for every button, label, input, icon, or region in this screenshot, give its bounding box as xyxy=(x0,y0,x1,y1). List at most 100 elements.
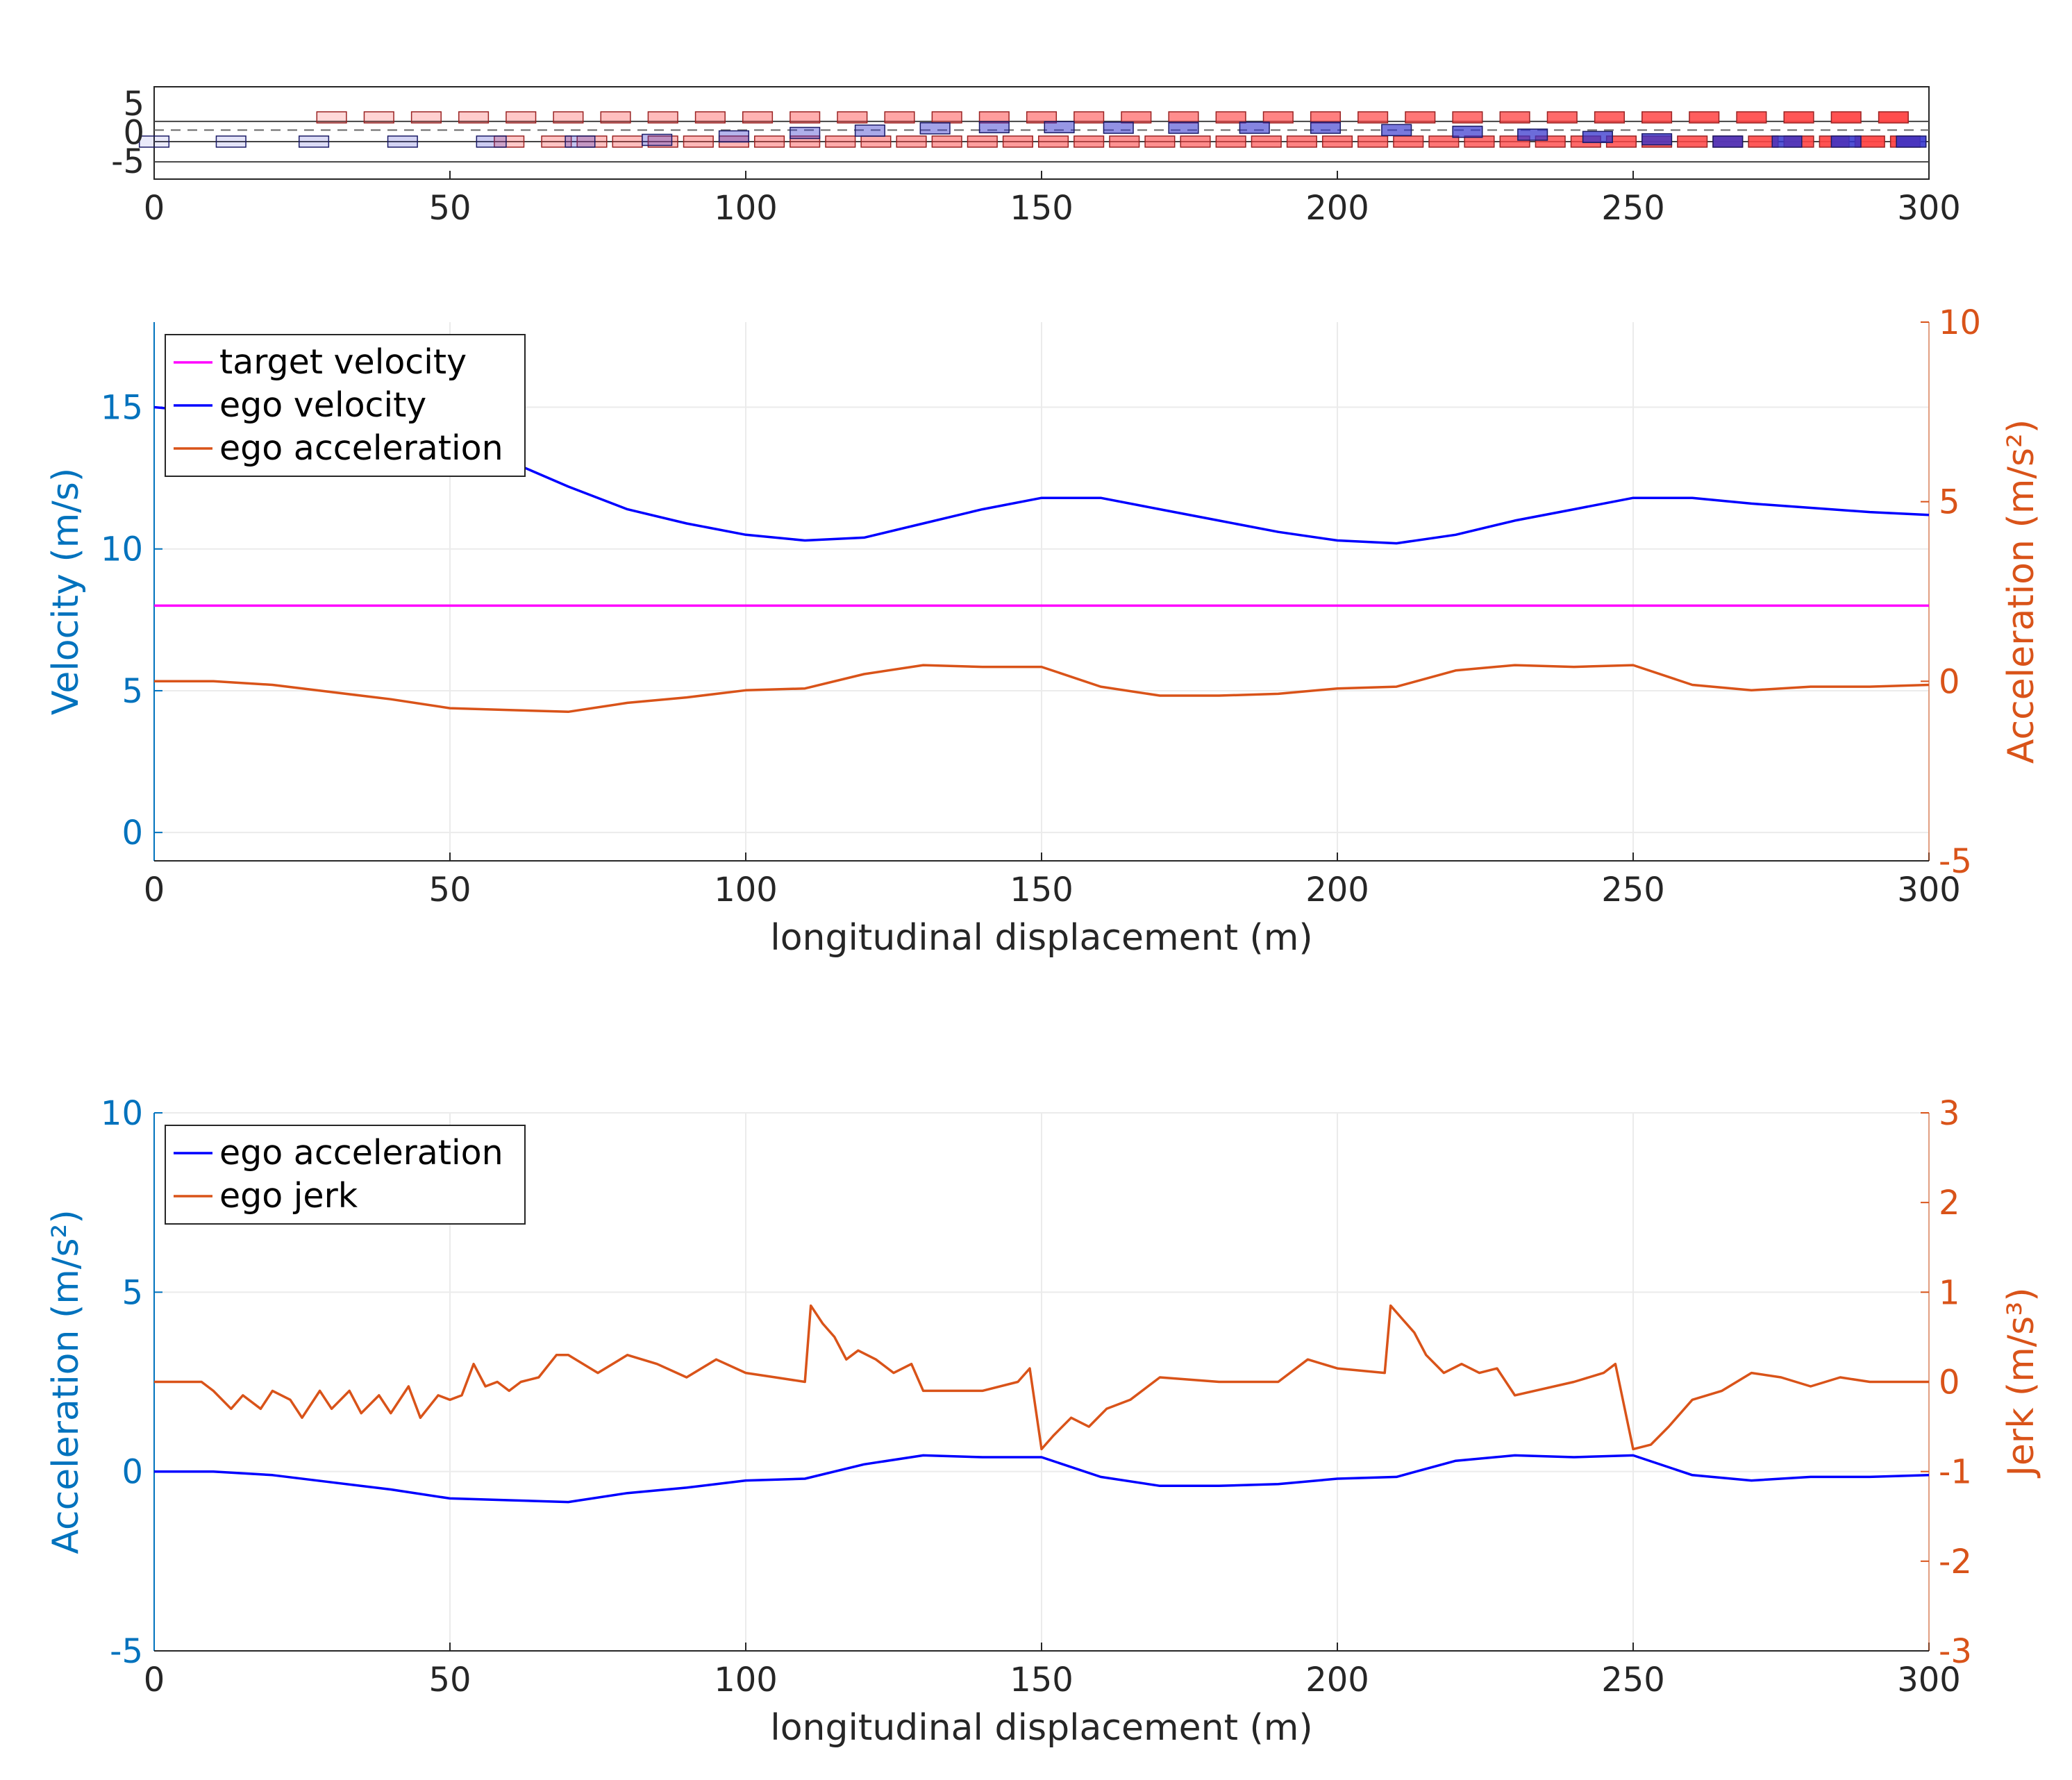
jerk-xtick-label: 50 xyxy=(428,1661,471,1699)
velocity-ytick2-label: 10 xyxy=(1939,303,1981,342)
other-vehicle xyxy=(1073,135,1105,148)
other-vehicle xyxy=(458,111,490,124)
ego-vehicle xyxy=(1452,126,1483,138)
other-vehicle xyxy=(896,135,927,148)
velocity-xlabel: longitudinal displacement (m) xyxy=(770,917,1312,959)
other-vehicle xyxy=(363,111,394,124)
jerk-xtick-label: 200 xyxy=(1305,1661,1369,1699)
other-vehicle xyxy=(1878,111,1909,124)
jerk-legend xyxy=(165,1125,526,1225)
other-vehicle xyxy=(612,135,643,148)
other-vehicle xyxy=(967,135,998,148)
other-vehicle xyxy=(600,111,631,124)
other-vehicle xyxy=(931,111,962,124)
velocity-xtick-label: 0 xyxy=(144,871,165,909)
other-vehicle xyxy=(1321,135,1353,148)
velocity-ytick2-label: 0 xyxy=(1939,662,1960,701)
other-vehicle xyxy=(789,111,821,124)
other-vehicle xyxy=(1736,111,1767,124)
other-vehicle xyxy=(1037,135,1069,148)
ego-vehicle xyxy=(1771,135,1803,148)
jerk-xtick-label: 150 xyxy=(1010,1661,1073,1699)
other-vehicle xyxy=(1215,135,1246,148)
other-vehicle xyxy=(1002,135,1033,148)
velocity-legend xyxy=(165,334,526,477)
ego-vehicle xyxy=(919,122,951,135)
velocity-ytick-label: 10 xyxy=(101,530,143,569)
jerk-xtick-label: 100 xyxy=(714,1661,778,1699)
other-vehicle xyxy=(506,111,537,124)
ego-vehicle xyxy=(642,133,673,146)
jerk-ytick2-label: 2 xyxy=(1939,1184,1960,1223)
ego-vehicle xyxy=(565,135,596,148)
jerk-ytick-label: 10 xyxy=(101,1094,143,1133)
other-vehicle xyxy=(1594,111,1625,124)
jerk-ytick2-label: 0 xyxy=(1939,1363,1960,1402)
ego-vehicle xyxy=(1168,121,1199,134)
other-vehicle xyxy=(1168,111,1199,124)
ego-vehicle xyxy=(1517,128,1548,141)
other-vehicle xyxy=(1109,135,1140,148)
jerk-xtick-label: 250 xyxy=(1601,1661,1665,1699)
other-vehicle xyxy=(884,111,915,124)
other-vehicle xyxy=(1499,111,1530,124)
other-vehicle xyxy=(1251,135,1282,148)
ego-vehicle xyxy=(1044,121,1075,133)
jerk-ytick2-label: -3 xyxy=(1939,1632,1972,1671)
jerk-legend-label: ego jerk xyxy=(219,1176,358,1216)
other-vehicle xyxy=(647,135,678,148)
other-vehicle xyxy=(1286,135,1317,148)
ego-vehicle xyxy=(1582,131,1613,144)
jerk-xlabel: longitudinal displacement (m) xyxy=(770,1707,1312,1749)
jerk-ylabel2: Jerk (m/s³) xyxy=(2000,1287,2042,1478)
scene-xtick-label: 200 xyxy=(1305,189,1369,228)
scene-xtick-label: 150 xyxy=(1010,189,1073,228)
other-vehicle xyxy=(1677,135,1708,148)
other-vehicle xyxy=(683,135,714,148)
other-vehicle xyxy=(1830,111,1862,124)
other-vehicle xyxy=(1026,111,1058,124)
jerk-ytick2-label: 3 xyxy=(1939,1094,1960,1133)
ego-vehicle xyxy=(718,130,750,143)
ego-vehicle xyxy=(138,135,170,148)
jerk-ytick-label: 0 xyxy=(122,1453,143,1492)
other-vehicle xyxy=(1262,111,1294,124)
other-vehicle xyxy=(1121,111,1152,124)
ego-vehicle xyxy=(978,121,1010,133)
other-vehicle xyxy=(860,135,892,148)
ego-vehicle xyxy=(387,135,418,148)
ego-vehicle xyxy=(1641,133,1673,146)
scene-xtick-label: 300 xyxy=(1897,189,1961,228)
jerk-ylabel: Acceleration (m/s²) xyxy=(45,1209,87,1554)
other-vehicle xyxy=(1405,111,1436,124)
ego-vehicle xyxy=(789,126,821,140)
other-vehicle xyxy=(1180,135,1211,148)
other-vehicle xyxy=(1452,111,1483,124)
other-vehicle xyxy=(1428,135,1460,148)
ego-vehicle xyxy=(298,135,330,148)
other-vehicle xyxy=(837,111,868,124)
ego-vehicle xyxy=(1310,121,1342,134)
other-vehicle xyxy=(1393,135,1424,148)
velocity-ylabel2: Acceleration (m/s²) xyxy=(2000,419,2042,764)
jerk-series-ego-jerk xyxy=(154,1304,1929,1451)
other-vehicle xyxy=(1357,135,1389,148)
other-vehicle xyxy=(1783,111,1814,124)
other-vehicle xyxy=(1689,111,1720,124)
jerk-ytick2-label: 1 xyxy=(1939,1273,1960,1312)
other-vehicle xyxy=(1310,111,1342,124)
velocity-xtick-label: 100 xyxy=(714,871,778,909)
velocity-legend-label: ego acceleration xyxy=(219,428,503,468)
velocity-xtick-label: 50 xyxy=(428,871,471,909)
scene-xtick-label: 50 xyxy=(428,189,471,228)
velocity-ylabel: Velocity (m/s) xyxy=(45,468,87,715)
other-vehicle xyxy=(931,135,962,148)
velocity-legend-label: ego velocity xyxy=(219,385,426,425)
ego-vehicle xyxy=(476,135,507,148)
other-vehicle xyxy=(541,135,572,148)
other-vehicle xyxy=(1144,135,1176,148)
velocity-xtick-label: 300 xyxy=(1897,871,1961,909)
other-vehicle xyxy=(978,111,1010,124)
